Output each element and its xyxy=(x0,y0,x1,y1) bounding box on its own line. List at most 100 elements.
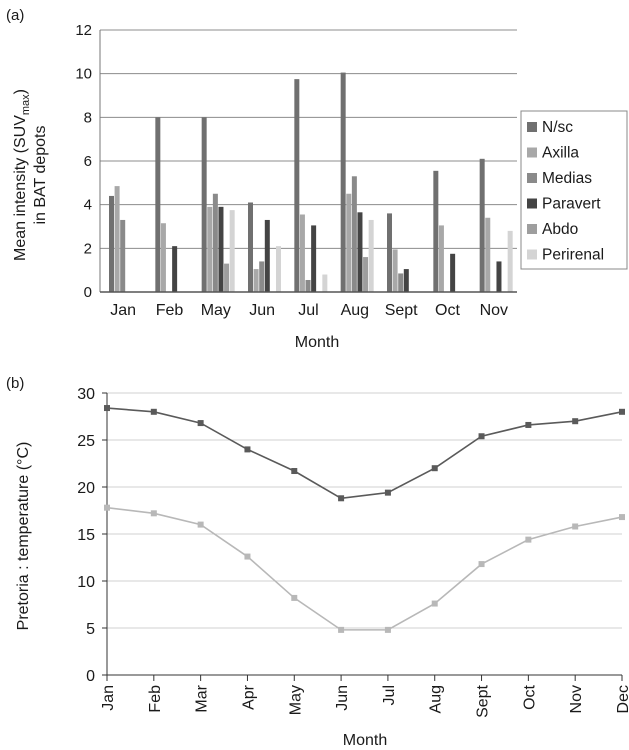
panel-b-point-series1-oct xyxy=(525,421,532,428)
panel-b-line-chart: (b) 0 5 10 15 20 25 30 Jan Feb Mar Apr May Jun Jul Au… xyxy=(6,375,629,749)
bar-medias-jan xyxy=(120,219,126,292)
bar-paravert-may xyxy=(218,206,224,292)
bar-axilla-jan xyxy=(114,186,120,292)
panel-b-point-series1-may xyxy=(291,468,298,475)
panel-b-y-tick-label: 5 xyxy=(86,621,95,638)
panel-b-x-tick-label: Jul xyxy=(381,685,398,705)
bar-axilla-aug xyxy=(346,193,352,292)
bar-paravert-aug xyxy=(357,212,363,292)
panel-b-x-tick-label: Jun xyxy=(334,685,351,711)
panel-b-point-series1-aug xyxy=(431,465,438,472)
panel-b-series-lines xyxy=(106,407,623,631)
legend-swatch-paravert xyxy=(527,198,537,209)
panel-b-point-series1-feb xyxy=(150,408,157,415)
panel-a-y-tick-label: 4 xyxy=(84,197,92,214)
bar-axilla-jul xyxy=(299,214,305,292)
panel-b-point-series1-jan xyxy=(104,405,110,412)
panel-b-point-series2-sept xyxy=(478,561,485,568)
panel-b-x-tick-labels: Jan Feb Mar Apr May Jun Jul Aug Sept Oct Nov Dec xyxy=(100,684,629,718)
panel-b-x-tick-label: Dec xyxy=(615,685,629,713)
panel-a-bars xyxy=(109,72,513,292)
bar-axilla-feb xyxy=(160,223,166,292)
panel-b-x-axis-label: Month xyxy=(343,732,387,749)
panel-a-legend-box xyxy=(520,110,628,270)
legend-label-axilla: Axilla xyxy=(542,145,579,162)
panel-b-point-series1-jul xyxy=(384,489,391,496)
panel-b-x-tick-label: Mar xyxy=(194,684,211,712)
panel-b-x-tick-label: Aug xyxy=(428,685,445,713)
legend-swatch-abdo xyxy=(527,224,537,234)
panel-b-point-series2-oct xyxy=(525,536,532,543)
panel-a-x-tick-label: Sept xyxy=(385,302,418,319)
panel-b-point-series2-dec xyxy=(619,514,625,521)
panel-a-x-axis-label: Month xyxy=(295,334,339,351)
panel-b-series-line-1 xyxy=(106,407,623,500)
bar-n-sc-jun xyxy=(248,202,253,292)
panel-b-point-series1-jun xyxy=(338,495,345,502)
bar-paravert-nov xyxy=(496,261,502,292)
panel-a-y-axis-label: Mean intensity (SUVmax) in BAT depots xyxy=(12,89,49,261)
panel-b-x-tick-label: Nov xyxy=(568,685,585,713)
panel-a-y-tick-label: 2 xyxy=(84,240,92,257)
panel-a-x-tick-label: Aug xyxy=(341,302,369,319)
bar-n-sc-jul xyxy=(294,79,300,292)
panel-b-y-tick-labels: 0 5 10 15 20 25 30 xyxy=(77,386,95,685)
panel-b-y-tick-label: 20 xyxy=(77,480,95,497)
panel-b-gridlines xyxy=(107,392,622,629)
bar-medias-jul xyxy=(305,279,311,292)
bar-n-sc-feb xyxy=(155,117,161,292)
bar-perirenal-may xyxy=(229,210,235,292)
panel-b-point-series2-jul xyxy=(384,626,391,633)
panel-b-series-points xyxy=(104,405,625,633)
legend-label-paravert: Paravert xyxy=(542,196,601,213)
bar-paravert-sept xyxy=(403,269,409,292)
panel-b-y-tick-label: 25 xyxy=(77,433,95,450)
panel-b-label: (b) xyxy=(6,375,24,392)
panel-b-x-tick-label: Feb xyxy=(147,685,164,713)
panel-b-x-tick-label: Jan xyxy=(100,685,117,711)
bar-medias-jun xyxy=(259,261,265,292)
panel-b-y-tick-label: 15 xyxy=(77,527,95,544)
legend-swatch-perirenal xyxy=(527,249,537,260)
panel-a-x-tick-label: Jul xyxy=(298,302,318,319)
panel-a-x-tick-label: May xyxy=(201,302,231,319)
panel-b-point-series2-feb xyxy=(150,510,157,517)
panel-a-y-tick-label: 8 xyxy=(84,109,92,126)
bar-perirenal-nov xyxy=(507,230,513,292)
bar-paravert-feb xyxy=(172,246,178,292)
legend-label-n-sc: N/sc xyxy=(542,119,573,136)
panel-a-y-tick-label: 12 xyxy=(75,22,92,39)
panel-a-y-tick-labels: 0 2 4 6 8 10 12 xyxy=(75,22,92,301)
panel-b-point-series1-nov xyxy=(572,418,579,425)
legend-swatch-n-sc xyxy=(527,122,537,132)
bar-abdo-aug xyxy=(363,257,369,292)
bar-perirenal-aug xyxy=(368,219,374,292)
bar-axilla-sept xyxy=(392,249,398,292)
panel-a-y-tick-label: 0 xyxy=(84,284,92,301)
panel-b-point-series2-mar xyxy=(197,521,204,528)
bar-n-sc-may xyxy=(201,117,207,292)
bar-medias-sept xyxy=(398,273,404,292)
panel-b-point-series1-mar xyxy=(197,420,204,427)
panel-b-axes xyxy=(102,392,623,681)
panel-b-y-tick-label: 10 xyxy=(77,574,95,591)
bar-medias-may xyxy=(212,193,218,292)
panel-b-point-series2-apr xyxy=(244,553,251,560)
panel-a-legend: N/sc Axilla Medias Paravert Abdo Perirenal xyxy=(520,110,628,270)
bar-axilla-may xyxy=(207,206,213,292)
panel-a-axes xyxy=(99,30,517,293)
panel-b-x-tick-label: Oct xyxy=(521,684,538,709)
bar-n-sc-sept xyxy=(387,213,392,292)
panel-b-point-series2-jan xyxy=(104,504,110,511)
bar-axilla-oct xyxy=(438,225,444,292)
bar-perirenal-jul xyxy=(322,274,328,292)
legend-label-medias: Medias xyxy=(542,170,592,187)
panel-a-x-tick-label: Jun xyxy=(249,302,275,319)
legend-label-abdo: Abdo xyxy=(542,221,578,238)
panel-a-x-tick-label: Feb xyxy=(156,302,184,319)
panel-a-gridlines xyxy=(100,29,517,249)
panel-a-bar-chart: (a) 0 2 4 6 8 10 12 Jan Feb May Jun Jul Aug Sept Oct N… xyxy=(6,7,628,351)
bar-n-sc-jan xyxy=(109,195,114,292)
panel-a-x-tick-labels: Jan Feb May Jun Jul Aug Sept Oct Nov xyxy=(110,302,508,319)
